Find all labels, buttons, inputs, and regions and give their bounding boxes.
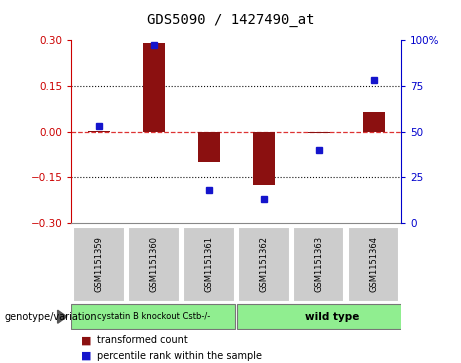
Text: GSM1151359: GSM1151359: [95, 236, 103, 292]
Bar: [71, 305, 235, 329]
Bar: [238, 227, 290, 302]
Bar: [237, 305, 427, 329]
Text: ■: ■: [81, 335, 91, 346]
Text: transformed count: transformed count: [97, 335, 188, 346]
Text: GSM1151363: GSM1151363: [314, 236, 323, 292]
Bar: [143, 43, 165, 132]
Bar: [183, 227, 235, 302]
Text: GSM1151364: GSM1151364: [369, 236, 378, 292]
Text: ■: ■: [81, 351, 91, 361]
Bar: [293, 227, 344, 302]
Bar: [348, 227, 399, 302]
Text: percentile rank within the sample: percentile rank within the sample: [97, 351, 262, 361]
Text: genotype/variation: genotype/variation: [5, 312, 97, 322]
Bar: [73, 227, 125, 302]
Text: GSM1151362: GSM1151362: [259, 236, 268, 292]
Polygon shape: [58, 310, 67, 323]
Text: GDS5090 / 1427490_at: GDS5090 / 1427490_at: [147, 13, 314, 27]
Text: GSM1151361: GSM1151361: [204, 236, 213, 292]
Text: wild type: wild type: [305, 312, 360, 322]
Bar: [253, 132, 275, 185]
Bar: [88, 131, 110, 132]
Bar: [198, 132, 220, 162]
Text: cystatin B knockout Cstb-/-: cystatin B knockout Cstb-/-: [97, 312, 210, 321]
Bar: [307, 132, 330, 133]
Bar: [128, 227, 180, 302]
Bar: [363, 112, 384, 132]
Text: GSM1151360: GSM1151360: [149, 236, 159, 292]
